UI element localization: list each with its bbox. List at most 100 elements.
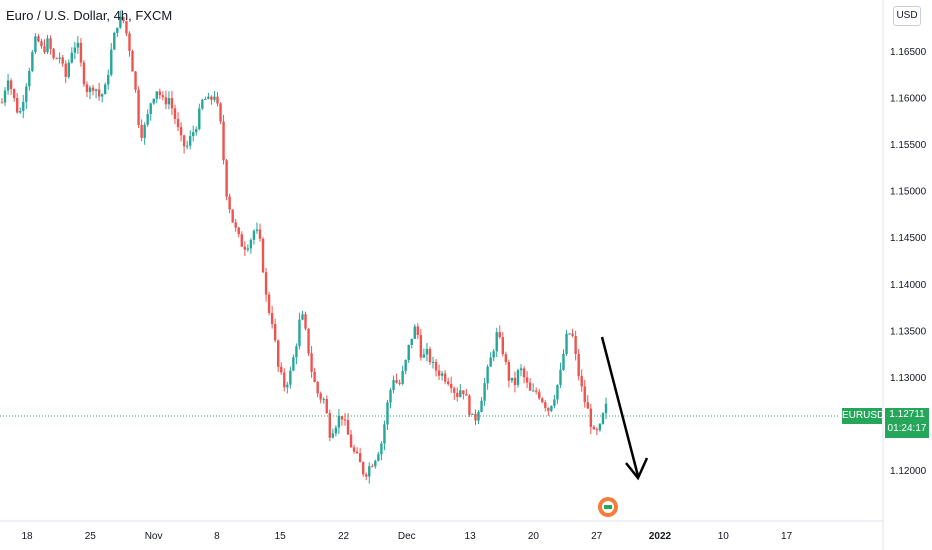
candle (116, 27, 119, 37)
candle (280, 362, 283, 375)
candle (592, 424, 596, 430)
candle (28, 67, 31, 91)
candle-body (88, 87, 92, 93)
candle-body (9, 80, 13, 89)
candle (434, 359, 438, 377)
candle (292, 354, 295, 372)
candle-body (286, 384, 289, 388)
candle (480, 397, 483, 413)
candle (328, 409, 331, 442)
candle-body (264, 272, 268, 295)
candle-body (598, 423, 602, 431)
time-tick-label: 15 (275, 531, 287, 542)
candle (550, 405, 553, 413)
candle (73, 41, 77, 60)
candle (161, 91, 165, 101)
candle (113, 31, 116, 50)
candle-body (3, 90, 7, 103)
candle (544, 400, 547, 412)
candle (368, 462, 371, 484)
candle-body (82, 62, 86, 85)
candle-body (155, 91, 158, 99)
time-axis[interactable]: 18 25 Nov 8 15 22 Dec 13 20 27 2022 10 17 (21, 531, 792, 542)
time-tick-label: 10 (718, 531, 730, 542)
candle (310, 346, 313, 378)
candle (270, 306, 274, 329)
candle (22, 94, 25, 119)
candle (152, 98, 155, 105)
candle-body (58, 57, 61, 59)
candle-body (234, 222, 237, 228)
candle-body (389, 390, 392, 403)
candle (222, 114, 225, 165)
candle-body (213, 96, 216, 100)
candle-body (580, 376, 583, 387)
candle (507, 359, 511, 388)
candle-body (25, 86, 28, 102)
candle (477, 410, 480, 425)
candle-body (453, 388, 456, 393)
candle-body (219, 103, 222, 122)
candle (40, 38, 43, 49)
candle-body (583, 386, 586, 403)
candle (553, 394, 556, 409)
candle-body (76, 42, 80, 48)
candle (31, 50, 34, 73)
candle (155, 91, 158, 104)
candle (97, 82, 101, 101)
candle (456, 387, 459, 402)
candle-body (28, 70, 31, 87)
candle-body (531, 390, 535, 392)
candle-body (422, 354, 426, 358)
candle (37, 33, 40, 43)
candle-body (498, 332, 501, 338)
candle (459, 384, 462, 398)
time-tick-label: Dec (398, 531, 416, 542)
candle (586, 394, 589, 409)
price-tick-label: 1.13500 (890, 326, 927, 337)
candle (67, 59, 70, 79)
candle-body (97, 89, 101, 97)
candle (264, 267, 268, 302)
candle (474, 409, 477, 426)
candle (252, 229, 256, 245)
currency-button[interactable]: USD (893, 6, 921, 26)
candle-body (267, 294, 271, 313)
candle (295, 343, 298, 365)
candle-body (574, 336, 577, 354)
candle (237, 226, 240, 238)
candle (46, 34, 49, 55)
time-tick-label: 13 (465, 531, 477, 542)
candle-body (547, 407, 550, 411)
candle-body (538, 391, 541, 399)
candle (198, 103, 201, 131)
economic-event-icon[interactable] (598, 497, 618, 517)
candle-body (277, 340, 280, 367)
candle (258, 223, 262, 242)
candle-body (249, 239, 253, 249)
candle (43, 39, 46, 55)
candle (64, 60, 67, 84)
candle (410, 338, 413, 349)
candle-body (383, 424, 386, 444)
candle-body (252, 230, 256, 240)
candle (195, 126, 198, 136)
candle (176, 112, 180, 132)
candle-body (416, 326, 420, 335)
candle (201, 98, 204, 111)
candle (343, 413, 347, 426)
candle-body (258, 229, 262, 239)
candle (416, 323, 420, 340)
candle (440, 370, 444, 381)
candle-body (480, 400, 483, 412)
candle (170, 90, 174, 115)
candle (559, 362, 562, 388)
candle (355, 447, 359, 455)
candle-body (158, 91, 162, 96)
candle-body (568, 333, 571, 335)
candle-body (534, 390, 538, 392)
candle (352, 444, 356, 454)
candle (419, 329, 423, 361)
candle (25, 83, 28, 110)
